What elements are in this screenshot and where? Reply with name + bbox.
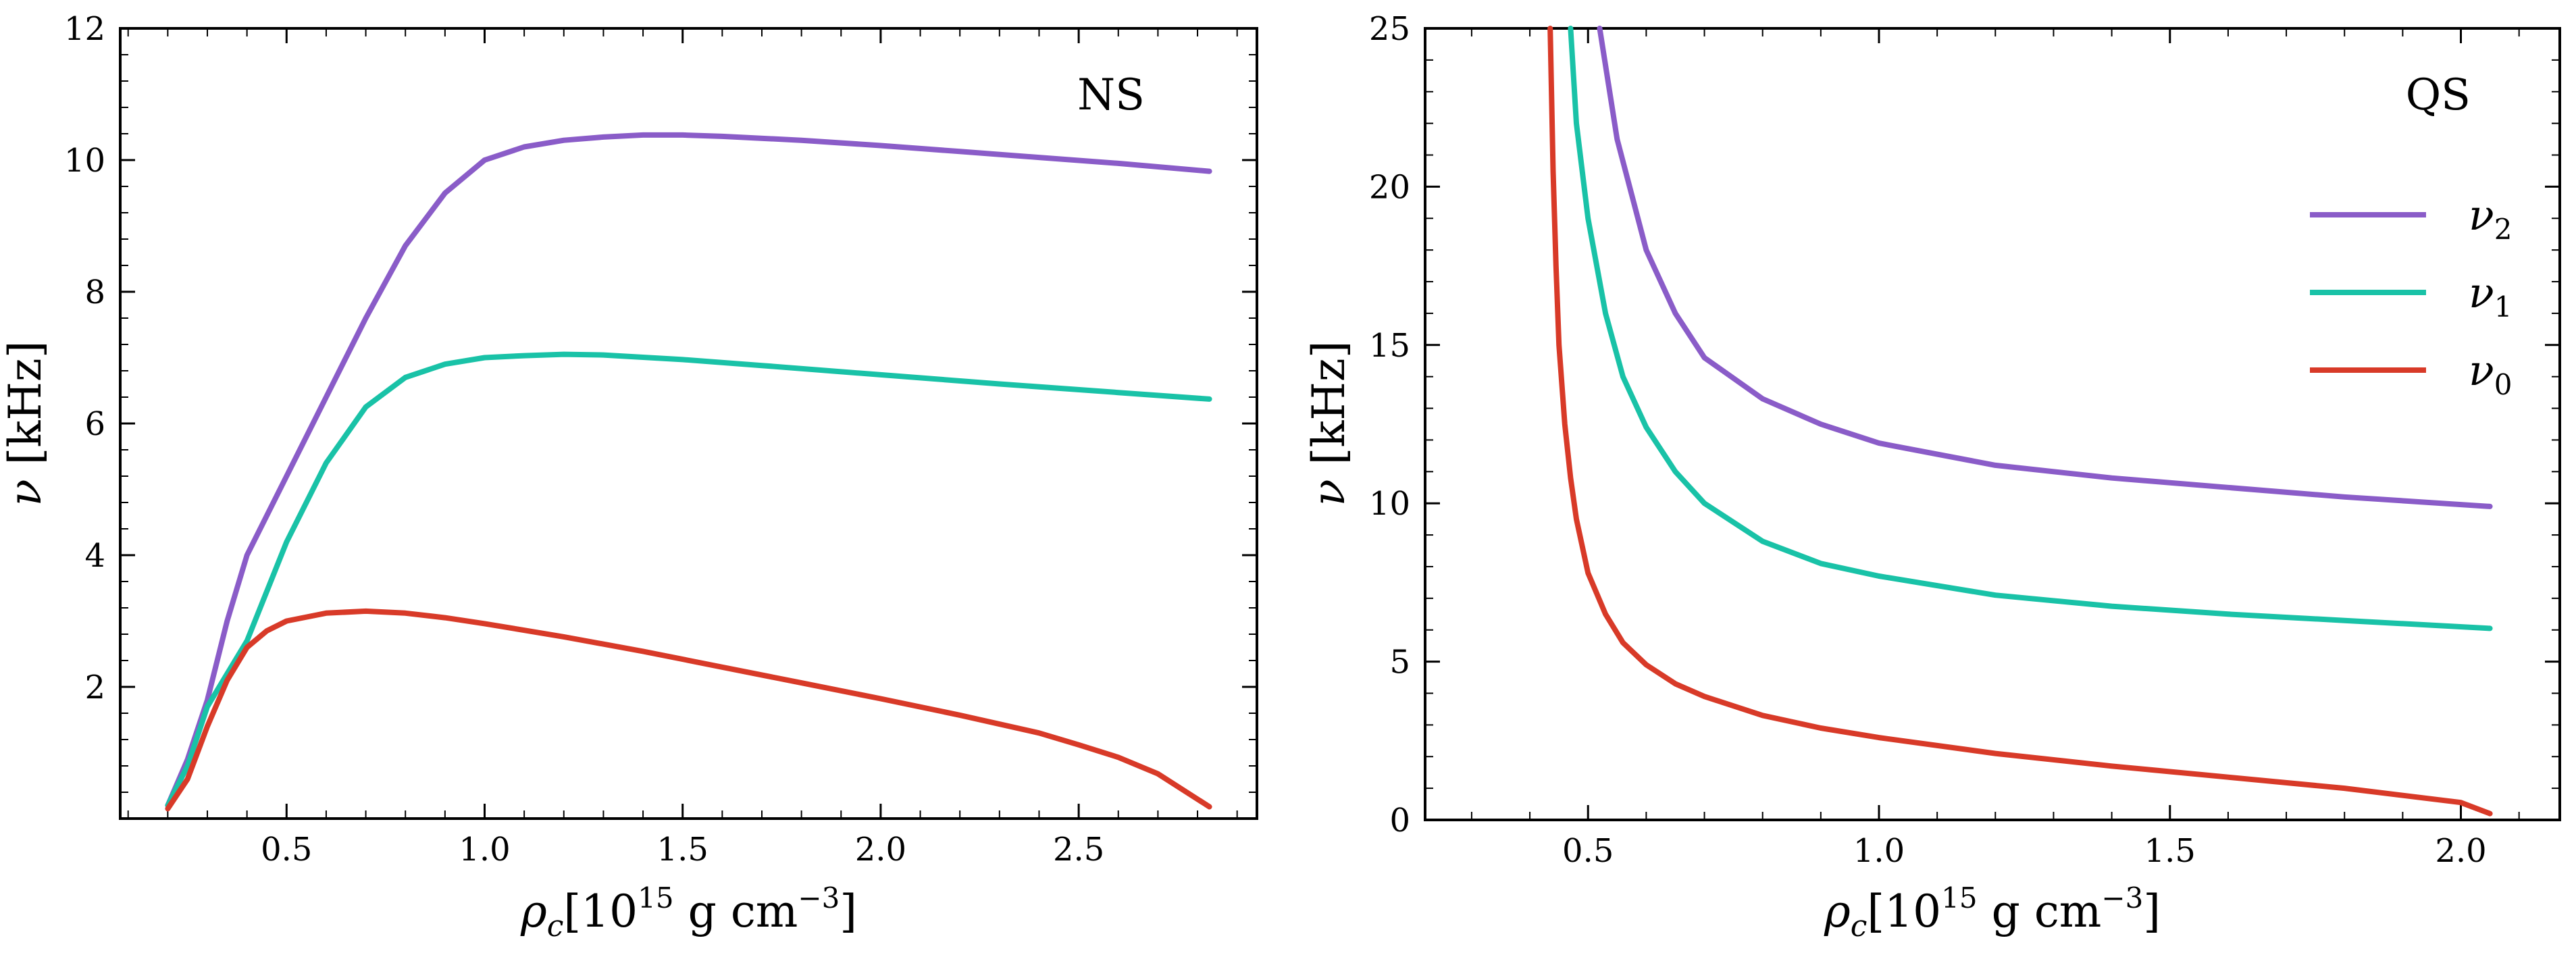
ns-x-tick-label: 2.5 xyxy=(1053,831,1104,869)
qs-y-axis-unit: [kHz] xyxy=(1303,341,1355,480)
qs-series-nu1-line xyxy=(1568,26,2493,631)
legend-label-nu2: ν2 xyxy=(2469,190,2512,246)
ns-y-axis-unit: [kHz] xyxy=(0,341,51,480)
ns-y-tick-labels: 2 4 6 8 10 12 xyxy=(64,10,105,706)
qs-x-axis-label: ρc[1015 g cm−3] xyxy=(1824,881,2161,944)
legend-label-nu1: ν1 xyxy=(2469,268,2512,324)
ns-x-axis-unit: [10 xyxy=(563,885,638,937)
qs-x-tick-label: 2.0 xyxy=(2435,832,2486,870)
ns-series-nu1-line xyxy=(165,351,1212,808)
qs-y-tick-label: 10 xyxy=(1369,485,1410,523)
qs-y-tick-label: 0 xyxy=(1389,802,1410,840)
ns-x-tick-label: 2.0 xyxy=(855,831,906,869)
qs-x-tick-labels: 0.5 1.0 1.5 2.0 xyxy=(1562,832,2487,870)
legend-symbol-nu2: ν xyxy=(2469,190,2494,240)
ns-x-axis-label: ρc[1015 g cm−3] xyxy=(520,881,857,944)
ns-axes-frame xyxy=(119,27,1258,820)
ns-panel: 0.5 1.0 1.5 2.0 2.5 2 4 6 8 10 12 NS ρc[1015 g cm… xyxy=(0,10,1258,944)
qs-panel-label: QS xyxy=(2406,70,2471,120)
qs-x-tick-label: 1.0 xyxy=(1853,832,1905,870)
legend-sub-nu2: 2 xyxy=(2494,213,2513,246)
qs-series xyxy=(1547,26,2493,817)
qs-series-nu0-line xyxy=(1547,26,2493,817)
ns-x-axis-symbol: ρ xyxy=(520,885,547,937)
qs-axes-frame xyxy=(1424,27,2561,821)
ns-y-tick-label: 2 xyxy=(84,669,105,706)
qs-ticks xyxy=(1425,27,2560,821)
ns-y-tick-label: 8 xyxy=(84,274,105,311)
qs-y-tick-label: 20 xyxy=(1369,168,1410,206)
ns-x-tick-label: 0.5 xyxy=(261,831,312,869)
qs-y-tick-label: 5 xyxy=(1389,644,1410,681)
ns-x-axis-exp: 15 xyxy=(638,881,673,914)
qs-x-axis-unit: [10 xyxy=(1867,885,1941,937)
ns-x-axis-rest: g cm xyxy=(674,885,798,937)
ns-y-axis-label: ν [kHz] xyxy=(0,341,51,507)
legend-symbol-nu1: ν xyxy=(2469,268,2494,317)
qs-legend: ν2 ν1 ν0 xyxy=(2310,190,2512,401)
ns-series-nu0-line xyxy=(165,608,1212,812)
qs-y-axis-symbol: ν xyxy=(1303,479,1355,506)
ns-ticks xyxy=(120,27,1257,819)
qs-x-axis-symbol-sub: c xyxy=(1851,909,1867,944)
qs-y-tick-label: 25 xyxy=(1369,10,1410,48)
legend-sub-nu0: 0 xyxy=(2494,368,2513,401)
qs-x-axis-rest: g cm xyxy=(1978,885,2102,937)
ns-x-tick-labels: 0.5 1.0 1.5 2.0 2.5 xyxy=(261,831,1104,869)
ns-x-axis-symbol-sub: c xyxy=(547,909,564,944)
qs-y-axis-label: ν [kHz] xyxy=(1303,341,1355,507)
ns-x-axis-close: ] xyxy=(840,885,857,937)
ns-panel-label: NS xyxy=(1077,70,1145,120)
legend-sub-nu1: 1 xyxy=(2494,290,2513,324)
ns-y-tick-label: 10 xyxy=(64,142,105,180)
qs-x-axis-exp2: −3 xyxy=(2101,881,2143,914)
qs-x-axis-close: ] xyxy=(2143,885,2161,937)
ns-y-tick-label: 6 xyxy=(84,405,105,443)
qs-x-tick-label: 1.5 xyxy=(2144,832,2196,870)
qs-x-axis-exp: 15 xyxy=(1941,881,1977,914)
qs-y-tick-labels: 0 5 10 15 20 25 xyxy=(1369,10,1410,840)
qs-x-tick-label: 0.5 xyxy=(1562,832,1614,870)
ns-x-tick-label: 1.0 xyxy=(459,831,510,869)
qs-y-tick-label: 15 xyxy=(1369,327,1410,365)
ns-series-nu2-line xyxy=(165,132,1212,808)
ns-x-axis-exp2: −3 xyxy=(798,881,840,914)
ns-x-tick-label: 1.5 xyxy=(657,831,709,869)
qs-x-axis-symbol: ρ xyxy=(1824,885,1851,937)
ns-y-axis-symbol: ν xyxy=(0,479,51,506)
ns-series xyxy=(165,132,1212,812)
ns-y-tick-label: 12 xyxy=(64,10,105,48)
legend-symbol-nu0: ν xyxy=(2469,346,2494,395)
ns-y-tick-label: 4 xyxy=(84,537,105,575)
qs-series-nu2-line xyxy=(1597,26,2493,509)
legend-label-nu0: ν0 xyxy=(2469,346,2512,401)
